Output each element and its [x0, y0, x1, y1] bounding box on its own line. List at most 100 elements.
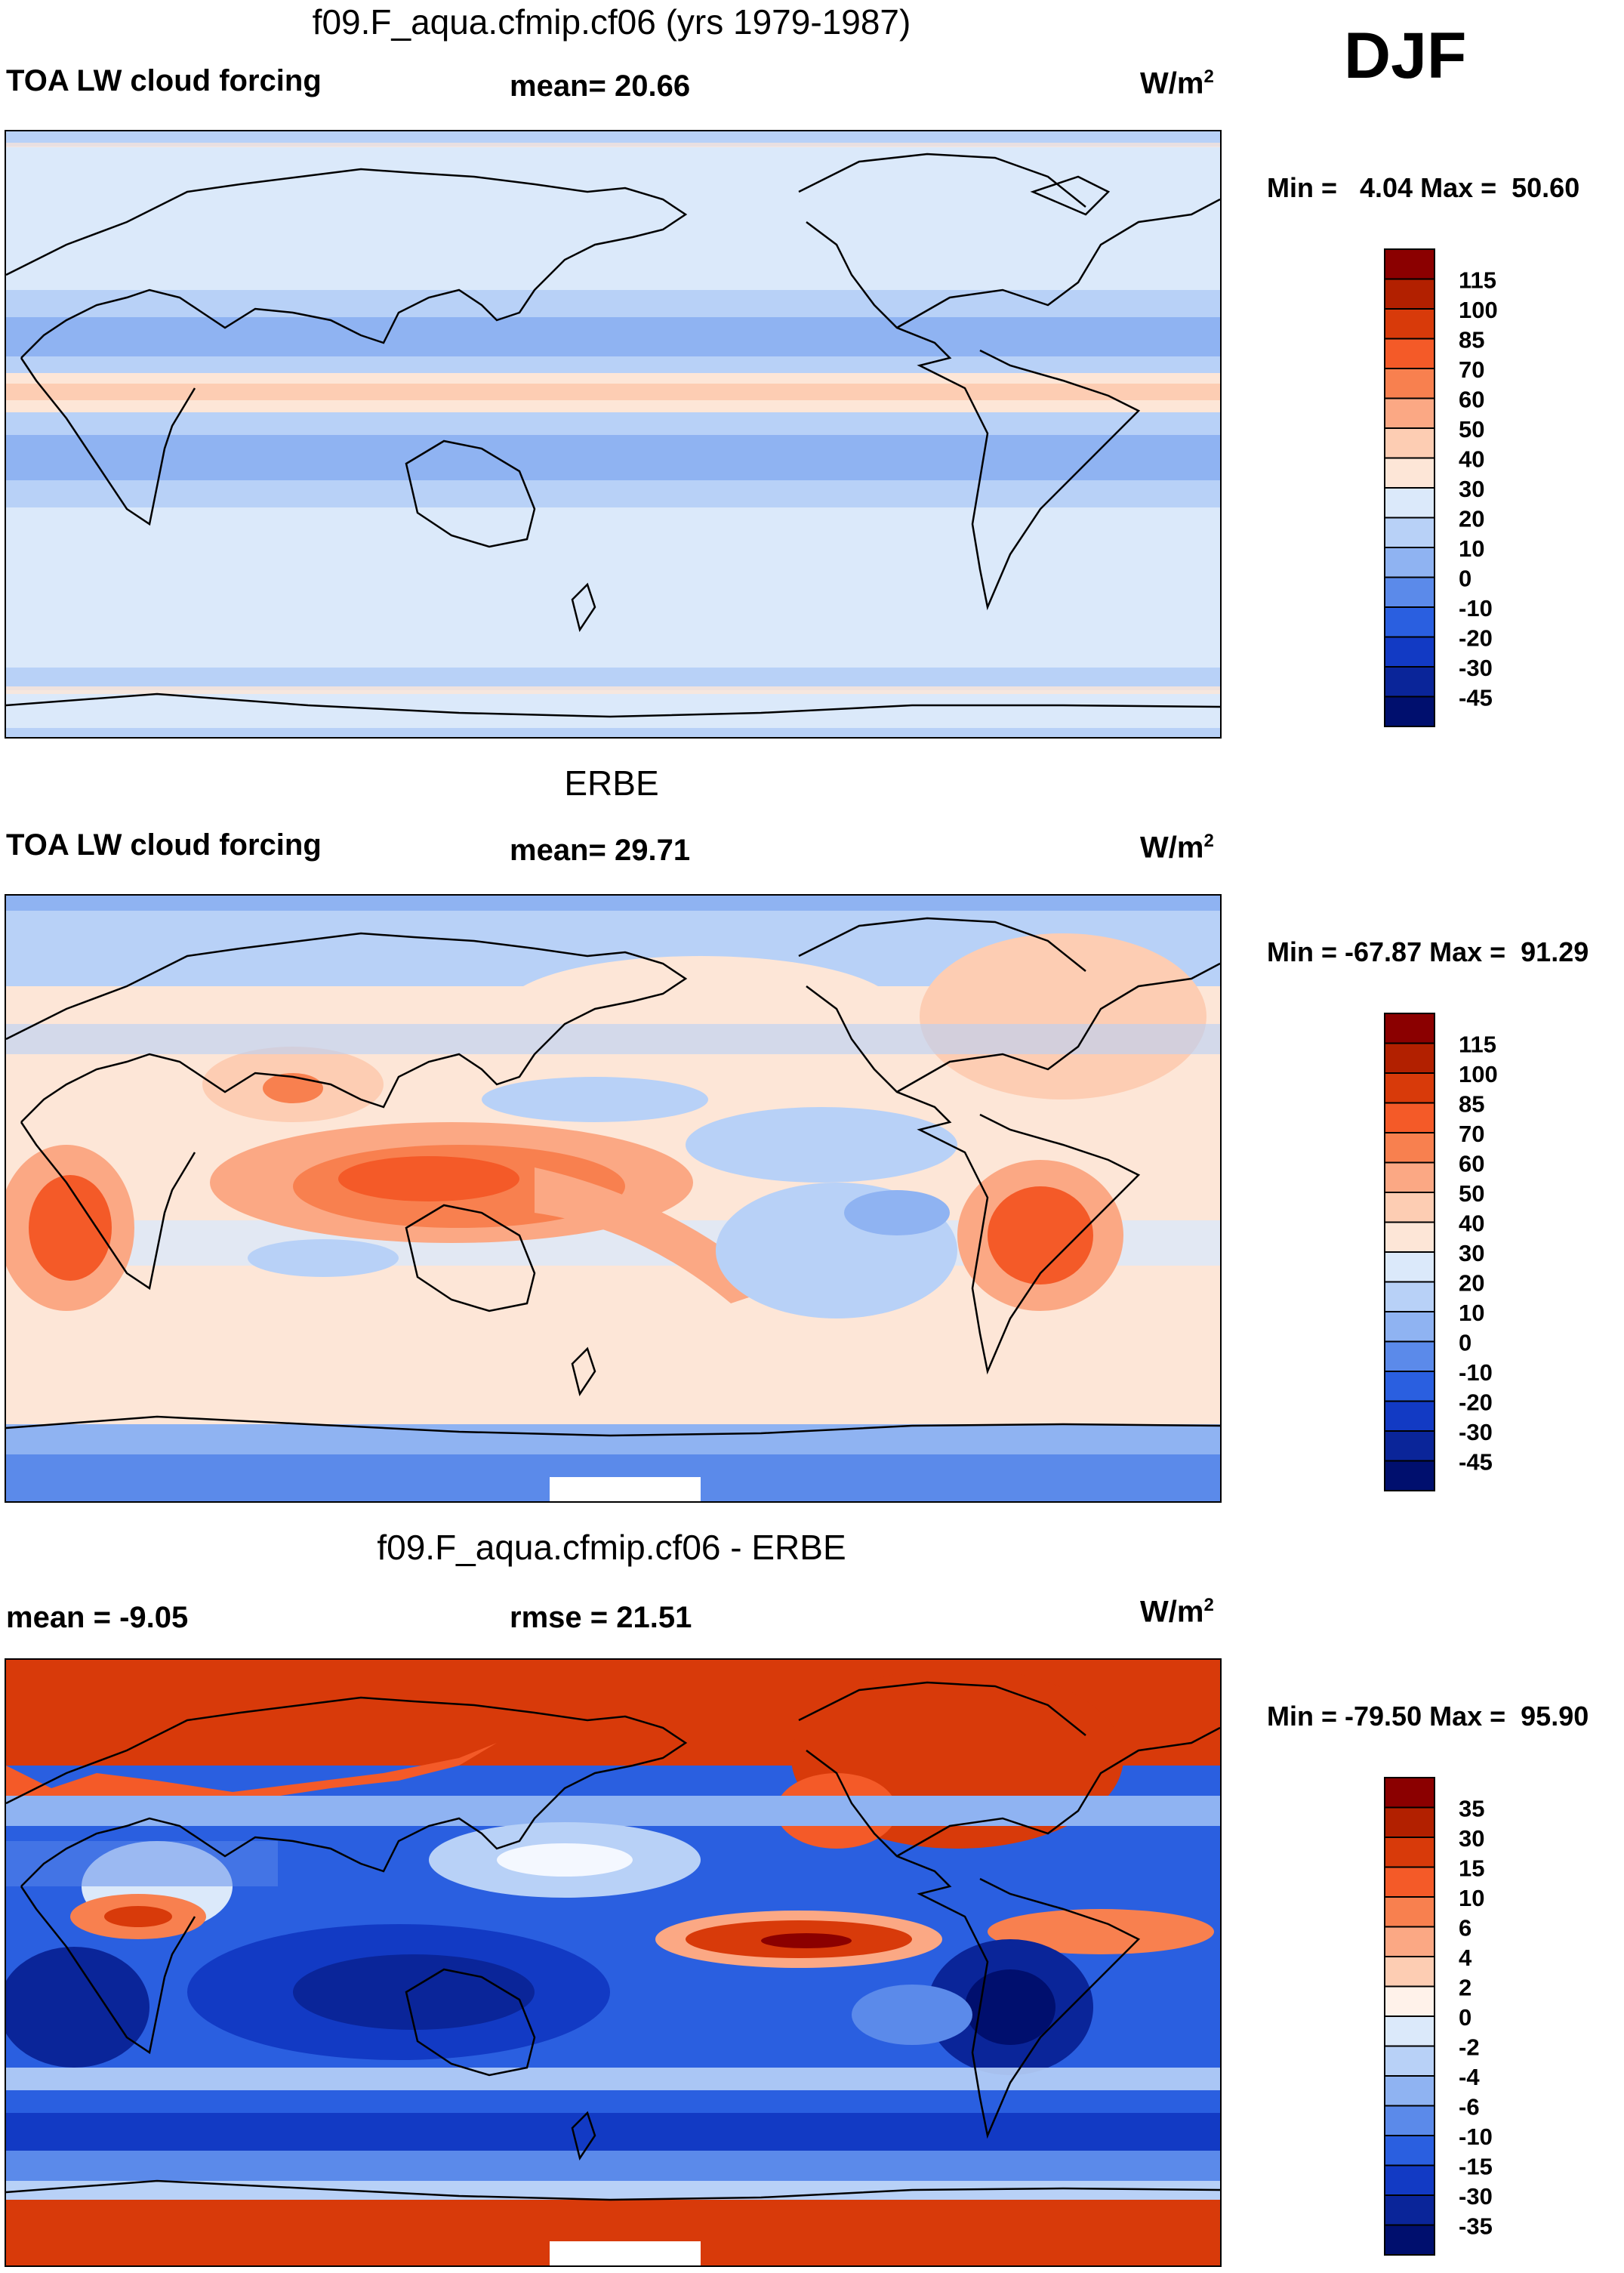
colorbar-swatch — [1384, 1400, 1435, 1432]
panel2-title: ERBE — [564, 763, 659, 803]
colorbar-swatch — [1384, 2075, 1435, 2107]
colorbar-swatch — [1384, 547, 1435, 578]
panel2-mean-label: mean= 29.71 — [510, 834, 691, 867]
colorbar-tick-label: 50 — [1459, 1180, 1484, 1207]
panel3-rmse-label: rmse = 21.51 — [510, 1601, 692, 1634]
colorbar-tick-label: 0 — [1459, 1330, 1471, 1356]
colorbar-tick-label: 60 — [1459, 1151, 1484, 1177]
panel1-map — [5, 130, 1222, 739]
colorbar-swatch — [1384, 427, 1435, 459]
colorbar-tick-label: 6 — [1459, 1915, 1471, 1941]
panel3-map-field — [6, 1660, 1220, 2265]
panel3-colorbar: 35 30 15 10 6 4 2 0 -2 -4 -6 -10 -15 -30 -35 — [1382, 1776, 1593, 2263]
colorbar-tick-label: 4 — [1459, 1945, 1472, 1971]
colorbar-swatch — [1384, 1192, 1435, 1223]
colorbar-swatch — [1384, 1042, 1435, 1074]
colorbar-tick-label: -10 — [1459, 1359, 1493, 1386]
colorbar-tick-label: 70 — [1459, 356, 1484, 383]
colorbar-tick-label: 30 — [1459, 476, 1484, 502]
colorbar-tick-label: 0 — [1459, 2004, 1471, 2031]
colorbar-tick-label: 30 — [1459, 1240, 1484, 1266]
panel1-minmax: Min = 4.04 Max = 50.60 — [1267, 172, 1580, 203]
colorbar-tick-label: 100 — [1459, 297, 1498, 323]
colorbar-swatch — [1384, 368, 1435, 399]
panel2-map — [5, 894, 1222, 1503]
colorbar-tick-label: 30 — [1459, 1825, 1484, 1852]
colorbar-tick-label: -10 — [1459, 2123, 1493, 2150]
panel3-coastlines — [6, 1681, 1220, 2201]
colorbar-tick-label: 85 — [1459, 1091, 1484, 1118]
panel3-colorbar-svg: 35 30 15 10 6 4 2 0 -2 -4 -6 -10 -15 -30 -35 — [1384, 1777, 1493, 2256]
colorbar-swatch — [1384, 1251, 1435, 1283]
panel3-title: f09.F_aqua.cfmip.cf06 - ERBE — [377, 1528, 846, 1567]
colorbar-tick-label: 60 — [1459, 387, 1484, 413]
colorbar-tick-label: 115 — [1459, 1032, 1496, 1058]
colorbar-tick-label: 70 — [1459, 1121, 1484, 1147]
panel1-map-field — [6, 131, 1220, 737]
colorbar-tick-label: 0 — [1459, 566, 1471, 592]
colorbar-tick-label: 15 — [1459, 1855, 1484, 1882]
colorbar-swatch — [1384, 666, 1435, 698]
colorbar-swatch — [1384, 1340, 1435, 1372]
panel1-mean-label: mean= 20.66 — [510, 69, 691, 103]
colorbar-swatch — [1384, 695, 1435, 727]
colorbar-swatch — [1384, 1896, 1435, 1928]
colorbar-tick-label: 100 — [1459, 1061, 1498, 1087]
colorbar-tick-label: -30 — [1459, 655, 1493, 681]
colorbar-tick-label: 40 — [1459, 446, 1484, 473]
panel3-mean-label: mean = -9.05 — [6, 1601, 189, 1634]
colorbar-swatch — [1384, 1985, 1435, 2017]
colorbar-swatch — [1384, 1311, 1435, 1343]
colorbar-swatch — [1384, 1132, 1435, 1164]
colorbar-tick-label: 10 — [1459, 1300, 1484, 1326]
colorbar-swatch — [1384, 397, 1435, 429]
colorbar-swatch — [1384, 576, 1435, 608]
colorbar-tick-label: -35 — [1459, 2213, 1493, 2240]
colorbar-tick-label: -20 — [1459, 1389, 1493, 1416]
colorbar-swatch — [1384, 1866, 1435, 1898]
colorbar-tick-label: 115 — [1459, 267, 1496, 294]
panel3-units-label: W/m2 — [1140, 1595, 1214, 1629]
colorbar-tick-label: 85 — [1459, 327, 1484, 353]
colorbar-swatch — [1384, 308, 1435, 340]
colorbar-swatch — [1384, 2194, 1435, 2226]
panel1-units-label: W/m2 — [1140, 66, 1214, 100]
colorbar-tick-label: -45 — [1459, 685, 1493, 711]
colorbar-swatch — [1384, 1777, 1435, 1809]
panel2-minmax: Min = -67.87 Max = 91.29 — [1267, 936, 1589, 967]
colorbar-tick-label: 50 — [1459, 416, 1484, 443]
colorbar-swatch — [1384, 1221, 1435, 1253]
panel2-map-field — [6, 896, 1220, 1501]
colorbar-swatch — [1384, 1926, 1435, 1957]
colorbar-swatch — [1384, 1281, 1435, 1312]
colorbar-tick-label: -4 — [1459, 2064, 1480, 2090]
colorbar-tick-label: 40 — [1459, 1211, 1484, 1237]
colorbar-tick-label: -20 — [1459, 625, 1493, 652]
colorbar-swatch — [1384, 1430, 1435, 1462]
colorbar-swatch — [1384, 2105, 1435, 2136]
colorbar-swatch — [1384, 2164, 1435, 2196]
colorbar-swatch — [1384, 278, 1435, 310]
colorbar-swatch — [1384, 2135, 1435, 2167]
colorbar-tick-label: -10 — [1459, 595, 1493, 621]
colorbar-swatch — [1384, 1161, 1435, 1193]
panel2-colorbar: 115 100 85 70 60 50 40 30 20 10 0 -10 -20 -30 -45 — [1382, 1012, 1593, 1499]
panel2-units-label: W/m2 — [1140, 831, 1214, 865]
panel1-coastlines — [6, 153, 1220, 718]
colorbar-tick-label: -30 — [1459, 2183, 1493, 2210]
colorbar-swatch — [1384, 457, 1435, 489]
colorbar-swatch — [1384, 338, 1435, 369]
panel2-variable-label: TOA LW cloud forcing — [6, 828, 322, 862]
colorbar-tick-label: 10 — [1459, 1885, 1484, 1911]
panel1-variable-label: TOA LW cloud forcing — [6, 64, 322, 97]
colorbar-tick-label: 10 — [1459, 535, 1484, 562]
season-label: DJF — [1344, 20, 1467, 92]
colorbar-swatch — [1384, 1371, 1435, 1402]
colorbar-swatch — [1384, 487, 1435, 519]
panel3-minmax: Min = -79.50 Max = 95.90 — [1267, 1701, 1589, 1732]
panel3-map — [5, 1658, 1222, 2267]
colorbar-swatch — [1384, 517, 1435, 548]
panel1-title: f09.F_aqua.cfmip.cf06 (yrs 1979-1987) — [312, 2, 911, 42]
